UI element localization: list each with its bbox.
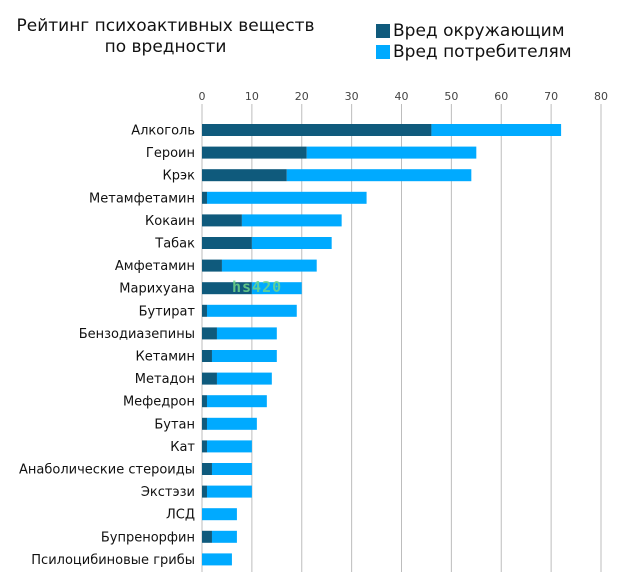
x-tick-label: 40	[395, 90, 409, 103]
category-label: Кат	[170, 440, 195, 455]
chart-title: Рейтинг психоактивных веществ по вреднос…	[8, 16, 323, 58]
category-label: Мефедрон	[123, 395, 195, 410]
bar-others	[202, 124, 432, 136]
legend-swatch-users	[376, 44, 390, 59]
bar-others	[202, 350, 212, 362]
bar-others	[202, 282, 252, 295]
bar-others	[202, 417, 207, 430]
bar-users	[206, 304, 297, 317]
bar-others	[202, 530, 212, 543]
category-label: Бупренорфин	[101, 530, 195, 545]
legend-item-others: Вред окружающим	[376, 20, 572, 41]
category-label: Алкоголь	[131, 124, 195, 139]
bar-others	[202, 440, 207, 453]
bar-users	[206, 485, 252, 498]
category-label: Амфетамин	[115, 259, 195, 274]
chart-title-line-2: по вредности	[104, 37, 227, 57]
x-tick-label: 10	[245, 90, 259, 103]
category-label: ЛСД	[166, 508, 195, 523]
bar-users	[211, 530, 237, 543]
x-tick-label: 50	[444, 90, 458, 103]
category-label: Табак	[154, 237, 195, 252]
category-label: Анаболические стероиды	[19, 463, 195, 478]
legend-swatch-others	[376, 23, 390, 38]
category-label: Крэк	[163, 169, 196, 184]
bar-users	[241, 214, 342, 227]
chart-legend: Вред окружающим Вред потребителям	[376, 20, 572, 62]
bar-users	[216, 327, 277, 340]
category-label: Героин	[146, 146, 195, 161]
bar-others	[202, 395, 207, 408]
bar-users	[251, 237, 332, 249]
bar-users	[221, 259, 317, 272]
category-label: Кетамин	[135, 350, 195, 365]
bar-others	[202, 146, 307, 159]
bar-users	[206, 395, 267, 408]
bar-others	[202, 214, 242, 227]
bar-others	[202, 485, 207, 498]
bar-users	[431, 124, 562, 136]
bar-users	[251, 282, 302, 295]
bar-others	[202, 372, 217, 385]
bar-users	[206, 191, 367, 204]
bar-others	[202, 237, 252, 249]
bar-users	[206, 417, 257, 430]
bar-others	[202, 463, 212, 475]
bar-users	[202, 553, 232, 566]
bar-users	[202, 508, 237, 521]
category-label: Марихуана	[119, 282, 195, 297]
bar-others	[202, 259, 222, 272]
bar-users	[211, 350, 277, 362]
category-label: Кокаин	[145, 214, 195, 229]
bar-users	[206, 440, 252, 453]
bar-others	[202, 191, 207, 204]
bar-users	[286, 169, 472, 182]
x-tick-label: 20	[295, 90, 309, 103]
watermark: hs420	[232, 278, 283, 296]
x-tick-label: 30	[345, 90, 359, 103]
chart-title-line-1: Рейтинг психоактивных веществ	[16, 16, 315, 36]
x-tick-label: 70	[544, 90, 558, 103]
bar-users	[216, 372, 272, 385]
category-label: Бензодиазепины	[79, 327, 195, 342]
legend-label-users: Вред потребителям	[393, 41, 572, 62]
bar-others	[202, 304, 207, 317]
category-label: Бутан	[154, 417, 195, 432]
category-label: Метамфетамин	[89, 191, 195, 206]
category-label: Псилоцибиновые грибы	[31, 553, 195, 568]
category-label: Бутират	[139, 304, 196, 319]
legend-label-others: Вред окружающим	[393, 20, 565, 41]
legend-item-users: Вред потребителям	[376, 41, 572, 62]
x-tick-label: 0	[199, 90, 206, 103]
x-tick-label: 80	[594, 90, 608, 103]
bar-others	[202, 327, 217, 340]
bar-others	[202, 169, 287, 182]
bar-users	[211, 463, 252, 475]
category-label: Экстэзи	[141, 485, 195, 500]
category-label: Метадон	[135, 372, 195, 387]
bar-users	[306, 146, 477, 159]
x-tick-label: 60	[494, 90, 508, 103]
